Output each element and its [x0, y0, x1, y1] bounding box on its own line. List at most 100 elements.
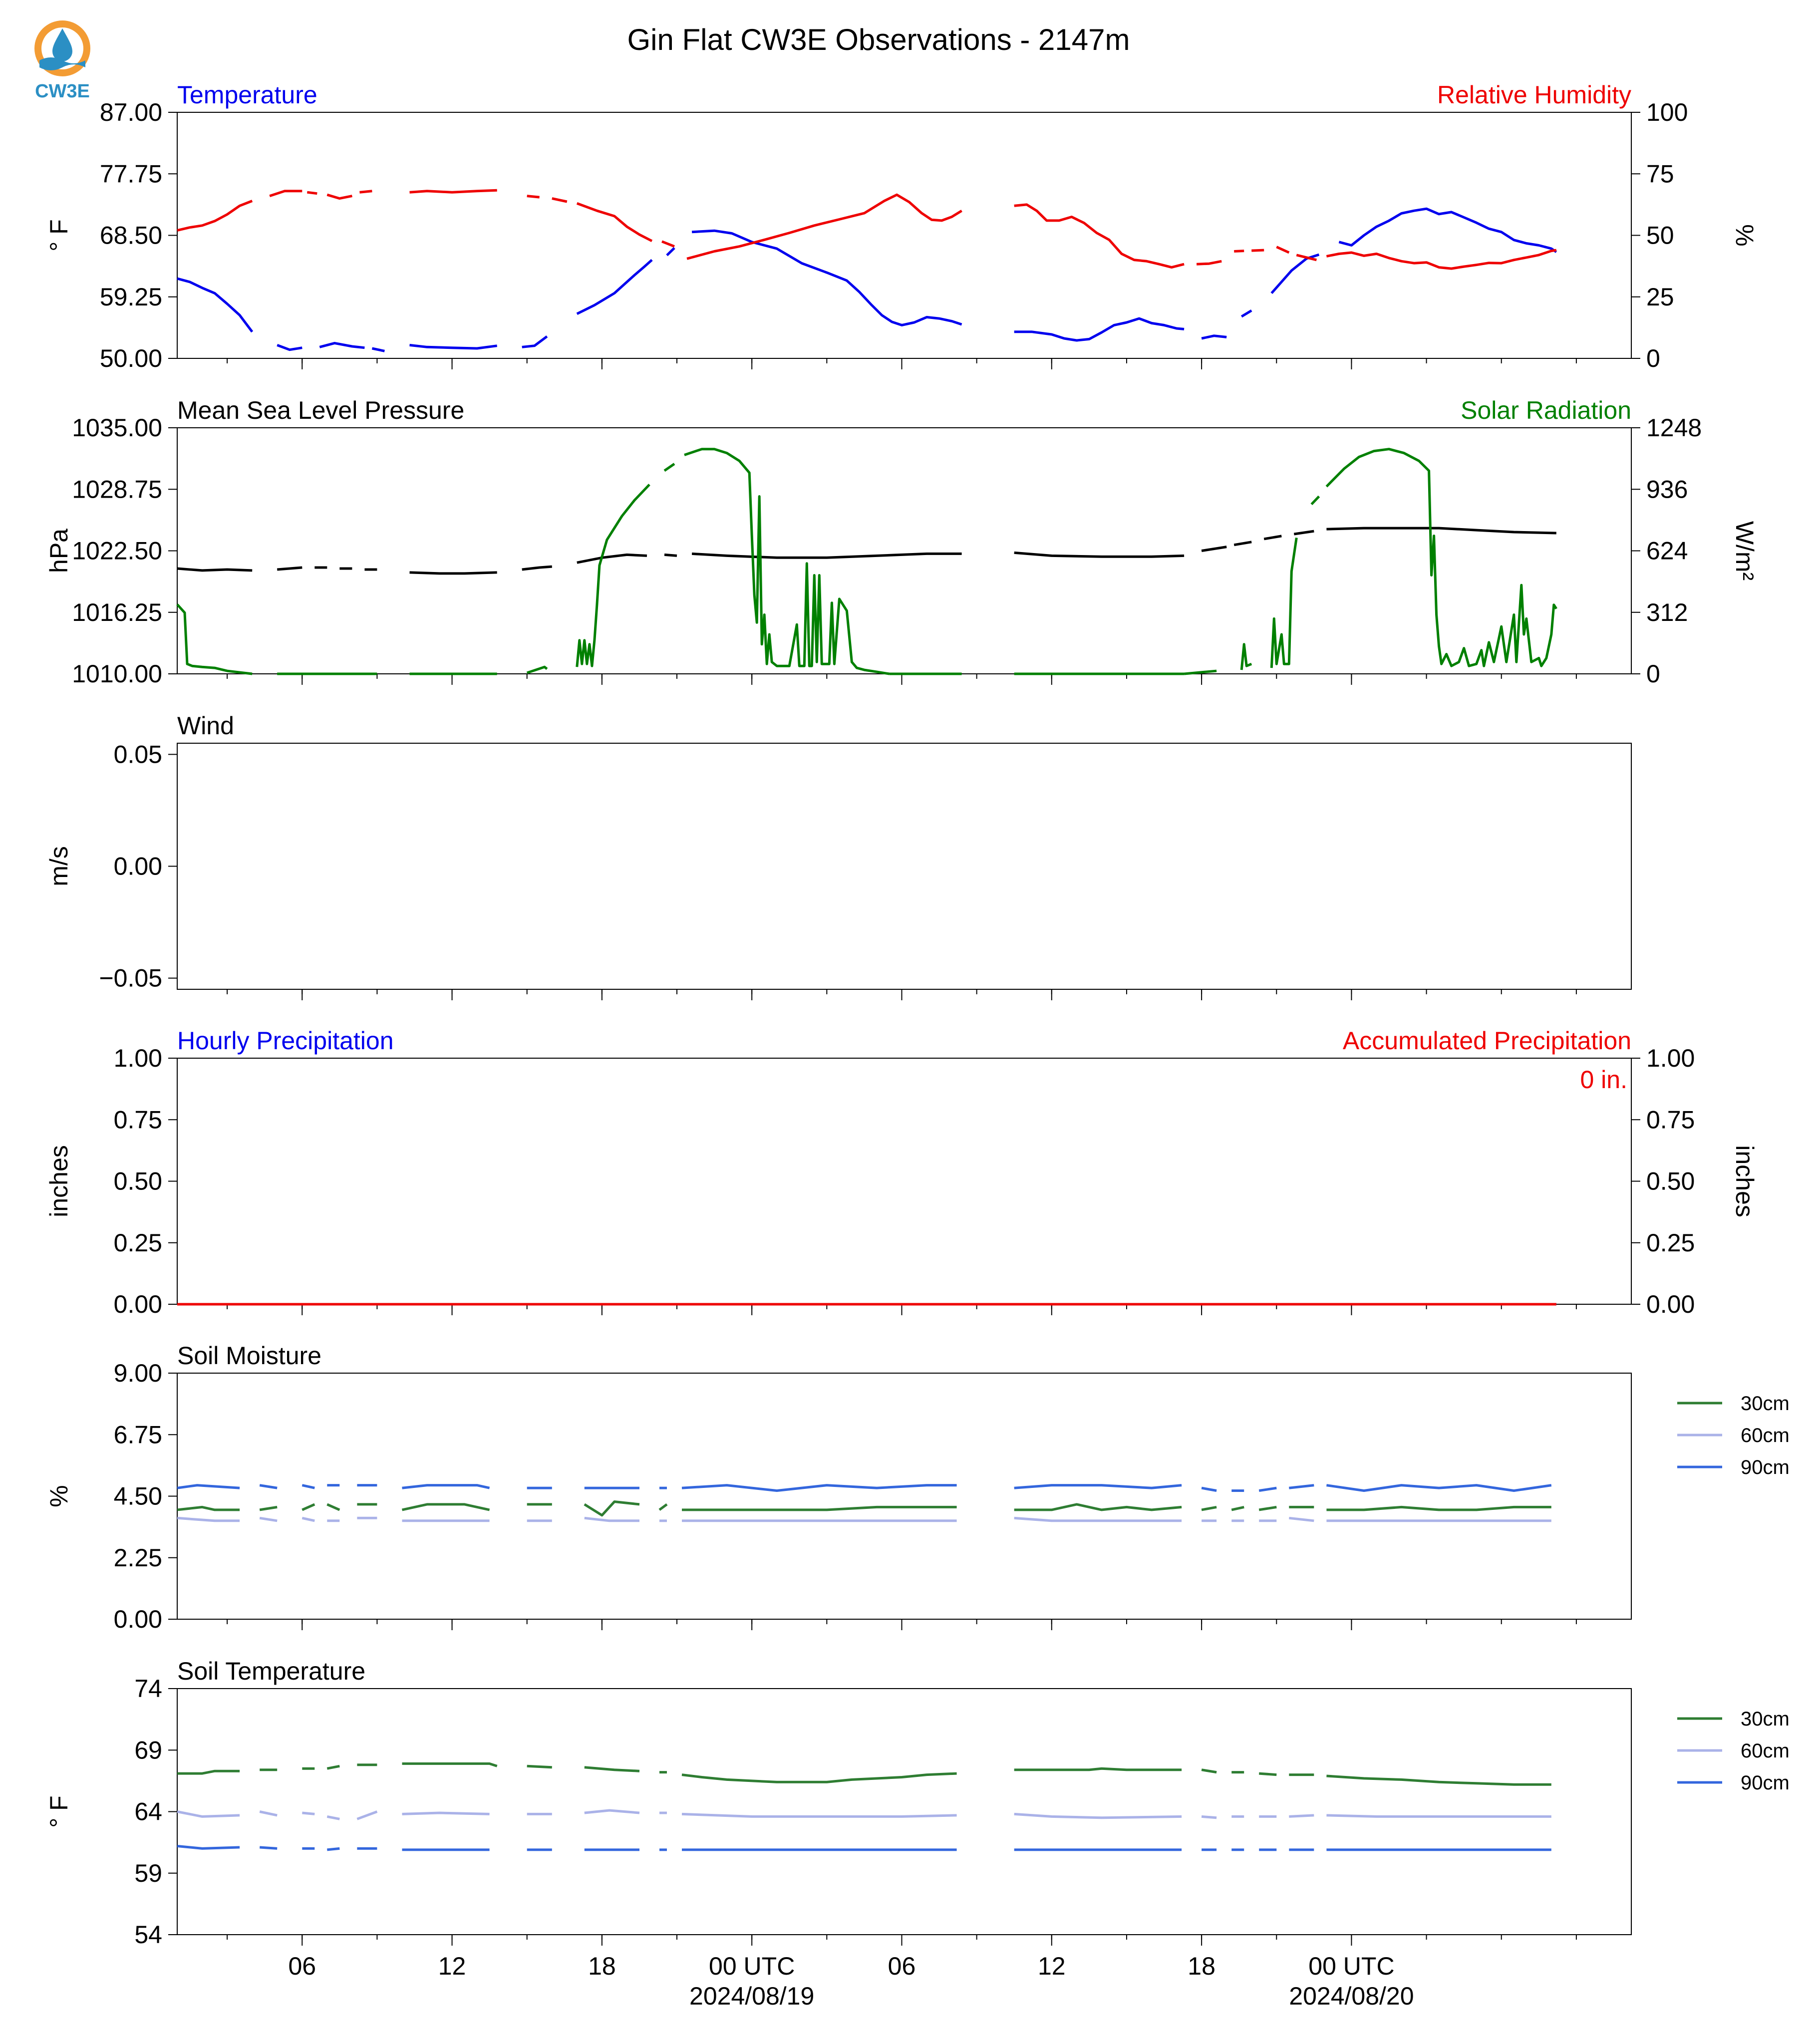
y-tick-label-right: 1248 — [1646, 414, 1702, 442]
panel-title-left: Soil Temperature — [177, 1657, 365, 1685]
legend-label: 30cm — [1741, 1393, 1790, 1415]
series-line-temperature — [666, 247, 675, 257]
y-tick-label-left: 0.05 — [114, 740, 162, 768]
series-line-mean-sea-level-pressure — [1233, 541, 1252, 547]
x-tick-label: 06 — [288, 1952, 316, 1980]
series-line-relative-humidity — [326, 193, 352, 200]
plot-frame — [177, 1688, 1632, 1935]
y-tick-label-left: 0.00 — [114, 1290, 162, 1318]
y-tick-label-left: 87.00 — [100, 98, 162, 126]
series-line-30cm — [1014, 1767, 1182, 1771]
panel-title-right: Relative Humidity — [1437, 81, 1631, 109]
panel-wind: Wind −0.05 0.00 0.05 m/s — [45, 712, 1632, 1000]
series-line-mean-sea-level-pressure — [277, 566, 303, 571]
y-tick-label-left: 0.75 — [114, 1106, 162, 1134]
y-tick-label-right: 100 — [1646, 98, 1688, 126]
series-line-relative-humidity — [1014, 203, 1185, 269]
plot-frame — [177, 1373, 1632, 1620]
series-line-relative-humidity — [1276, 246, 1290, 254]
series-line-30cm — [681, 1772, 957, 1783]
series-line-temperature — [522, 335, 548, 348]
y-tick-label-left: 4.50 — [114, 1482, 162, 1510]
series-line-90cm — [1258, 1486, 1277, 1492]
plot-frame — [177, 1058, 1632, 1305]
series-line-relative-humidity — [269, 190, 303, 197]
series-line-30cm — [1326, 1774, 1551, 1786]
series-line-mean-sea-level-pressure — [1014, 551, 1185, 558]
y-axis-label-right: % — [1731, 224, 1759, 246]
panel-precipitation: Hourly Precipitation Accumulated Precipit… — [45, 1027, 1759, 1318]
x-tick-label: 00 UTC — [709, 1952, 795, 1980]
y-tick-label-left: 1035.00 — [72, 414, 162, 442]
panel-title-left: Wind — [177, 712, 234, 740]
series-line-relative-humidity — [1296, 254, 1317, 262]
series-line-90cm — [177, 1484, 240, 1489]
series-line-90cm — [1014, 1484, 1182, 1489]
y-axis-label-left: ° F — [45, 219, 73, 251]
series-line-solar-radiation — [684, 448, 890, 675]
y-tick-label-right: 0 — [1646, 660, 1660, 688]
panel-soil_temperature: Soil Temperature 54 59 64 69 74 ° F 06 12 18 00 UT… — [45, 1657, 1790, 2010]
series-line-relative-humidity — [1326, 249, 1557, 270]
series-line-30cm — [1201, 1505, 1217, 1511]
series-line-temperature — [371, 347, 385, 352]
series-line-mean-sea-level-pressure — [409, 571, 497, 575]
panel-title-right: Accumulated Precipitation — [1343, 1027, 1631, 1055]
y-tick-label-right: 936 — [1646, 475, 1688, 503]
figure-title: Gin Flat CW3E Observations - 2147m — [627, 23, 1130, 56]
accumulated-total-label: 0 in. — [1580, 1066, 1627, 1094]
x-tick-label: 18 — [1188, 1952, 1215, 1980]
series-line-solar-radiation — [526, 665, 548, 674]
series-line-60cm — [302, 1811, 315, 1815]
series-line-relative-humidity — [1197, 260, 1222, 266]
y-tick-label-left: 50.00 — [100, 344, 162, 372]
y-tick-label-left: 0.50 — [114, 1167, 162, 1195]
series-line-60cm — [326, 1815, 340, 1820]
y-axis-label-left: ° F — [45, 1795, 73, 1827]
legend-label: 60cm — [1741, 1740, 1790, 1762]
series-line-relative-humidity — [527, 195, 540, 199]
y-axis-label-left: inches — [45, 1145, 73, 1217]
series-line-30cm — [584, 1500, 640, 1517]
series-line-90cm — [681, 1484, 957, 1492]
series-line-60cm — [1289, 1814, 1314, 1818]
series-line-relative-humidity — [1251, 249, 1264, 252]
y-tick-label-left: 1028.75 — [72, 475, 162, 503]
series-line-90cm — [260, 1846, 278, 1850]
series-line-60cm — [1289, 1516, 1314, 1522]
y-tick-label-left: 54 — [134, 1921, 162, 1949]
series-line-temperature — [691, 229, 962, 326]
series-line-temperature — [1240, 309, 1252, 318]
series-line-relative-humidity — [576, 202, 653, 243]
series-line-mean-sea-level-pressure — [691, 552, 962, 559]
series-line-30cm — [584, 1766, 640, 1772]
plot-frame — [177, 112, 1632, 359]
series-line-30cm — [658, 1503, 668, 1511]
panel-title-left: Soil Moisture — [177, 1342, 321, 1370]
x-tick-label: 12 — [438, 1952, 466, 1980]
y-tick-label-left: 0.00 — [114, 853, 162, 880]
series-line-60cm — [584, 1516, 639, 1522]
y-tick-label-left: 74 — [134, 1675, 162, 1703]
y-tick-label-right: 0.75 — [1646, 1106, 1695, 1134]
series-line-30cm — [177, 1505, 240, 1511]
y-tick-label-right: 0.00 — [1646, 1290, 1695, 1318]
legend-label: 90cm — [1741, 1456, 1790, 1478]
y-tick-label-left: 1.00 — [114, 1044, 162, 1072]
x-tick-label: 00 UTC — [1308, 1952, 1394, 1980]
series-line-30cm — [401, 1503, 490, 1511]
panels: Temperature Relative Humidity 50.00 59.25 68… — [45, 81, 1790, 2010]
y-tick-label-right: 25 — [1646, 283, 1674, 311]
series-line-90cm — [177, 1845, 240, 1850]
y-axis-label-right: W/m² — [1731, 521, 1759, 580]
y-tick-label-left: 59 — [134, 1859, 162, 1887]
series-line-30cm — [326, 1764, 340, 1770]
series-line-relative-humidity — [686, 193, 962, 260]
series-line-relative-humidity — [359, 190, 372, 194]
cw3e-logo-icon: CW3E — [34, 20, 90, 102]
x-date-label: 2024/08/20 — [1289, 1982, 1414, 2010]
series-line-temperature — [277, 344, 303, 351]
y-tick-label-left: 6.75 — [114, 1421, 162, 1449]
series-line-mean-sea-level-pressure — [177, 567, 253, 572]
x-date-label: 2024/08/19 — [689, 1982, 814, 2010]
